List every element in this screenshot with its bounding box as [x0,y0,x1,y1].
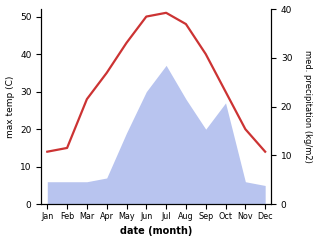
X-axis label: date (month): date (month) [120,227,192,236]
Y-axis label: med. precipitation (kg/m2): med. precipitation (kg/m2) [303,50,313,163]
Y-axis label: max temp (C): max temp (C) [5,76,15,138]
